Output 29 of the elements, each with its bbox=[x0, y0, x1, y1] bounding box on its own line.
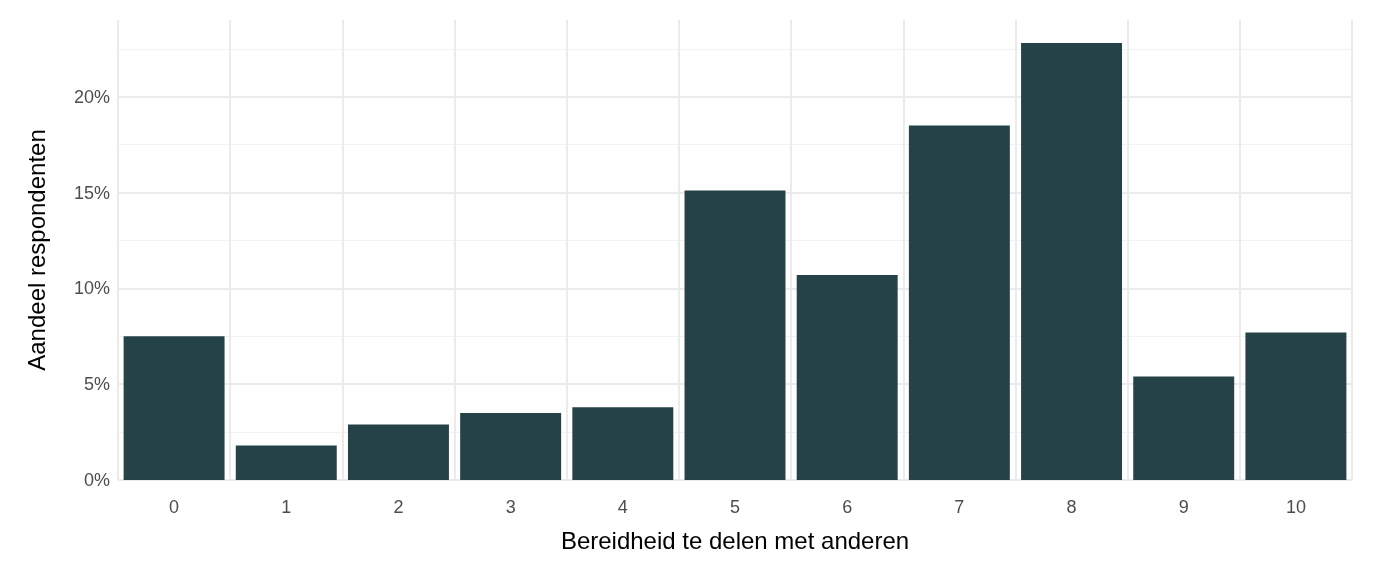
x-tick-label: 5 bbox=[729, 497, 741, 517]
x-tick-label: 9 bbox=[1178, 497, 1189, 517]
x-tick-label: 7 bbox=[954, 497, 965, 517]
bar bbox=[908, 125, 1010, 480]
y-tick-label: 5% bbox=[83, 374, 110, 395]
bar bbox=[684, 190, 786, 480]
bar bbox=[347, 424, 449, 480]
x-tick-label: 2 bbox=[393, 497, 404, 517]
bar bbox=[1021, 43, 1123, 480]
bar bbox=[235, 445, 337, 480]
x-tick-label: 1 bbox=[281, 497, 292, 517]
x-tick-label: 8 bbox=[1066, 497, 1077, 517]
x-tick-label: 0 bbox=[169, 497, 180, 517]
bar bbox=[123, 336, 225, 480]
y-axis-title: Aandeel respondenten bbox=[22, 129, 50, 371]
y-tick-label: 20% bbox=[73, 86, 110, 107]
x-tick-label: 6 bbox=[842, 497, 853, 517]
x-tick-label: 10 bbox=[1285, 497, 1306, 517]
bar bbox=[796, 274, 898, 480]
bar bbox=[1245, 332, 1347, 480]
x-axis-title: Bereidheid te delen met anderen bbox=[560, 526, 910, 554]
x-tick-label: 4 bbox=[617, 497, 628, 517]
bar bbox=[572, 407, 674, 480]
y-tick-label: 10% bbox=[73, 278, 110, 299]
y-tick-label: 0% bbox=[83, 470, 110, 490]
y-tick-label: 15% bbox=[73, 182, 110, 203]
x-tick-label: 3 bbox=[505, 497, 516, 517]
bar bbox=[460, 412, 562, 480]
bar bbox=[1133, 376, 1235, 480]
